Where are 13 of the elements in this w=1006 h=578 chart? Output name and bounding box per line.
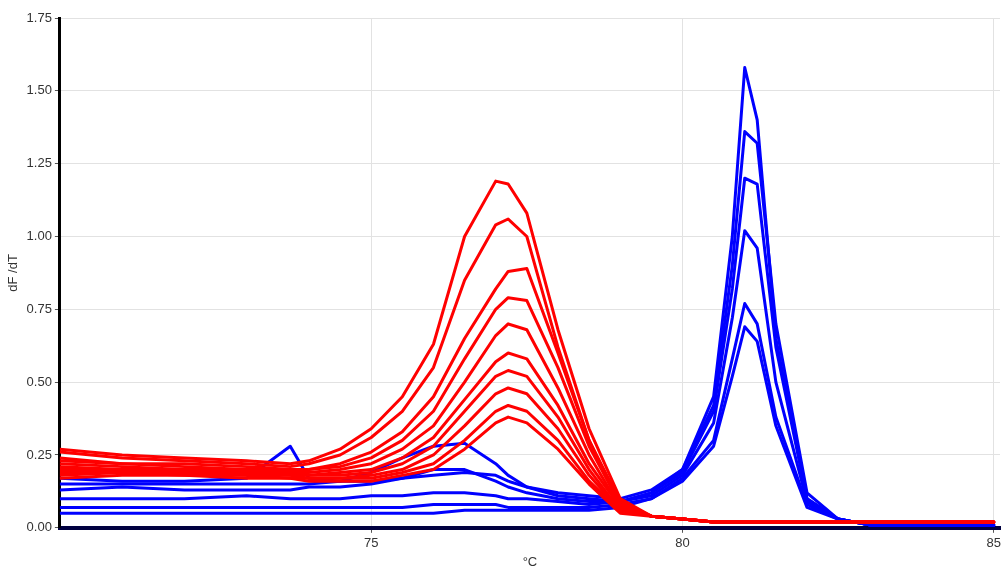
x-tick-label: 75: [363, 535, 379, 551]
y-tick-label: 1.50: [26, 82, 52, 98]
y-tick-label: 0.75: [26, 300, 52, 316]
x-tick-label: 85: [986, 535, 1002, 551]
y-tick-label: 1.75: [26, 9, 52, 25]
y-tick-label: 0.25: [26, 446, 52, 462]
y-tick-label: 1.00: [26, 228, 52, 244]
y-tick-label: 0.00: [26, 519, 52, 535]
y-tick-label: 1.25: [26, 155, 52, 171]
y-axis-title: dF /dT: [5, 254, 21, 292]
y-tick-label: 0.50: [26, 373, 52, 389]
x-tick-label: 80: [675, 535, 690, 551]
x-axis-title: °C: [522, 553, 538, 569]
